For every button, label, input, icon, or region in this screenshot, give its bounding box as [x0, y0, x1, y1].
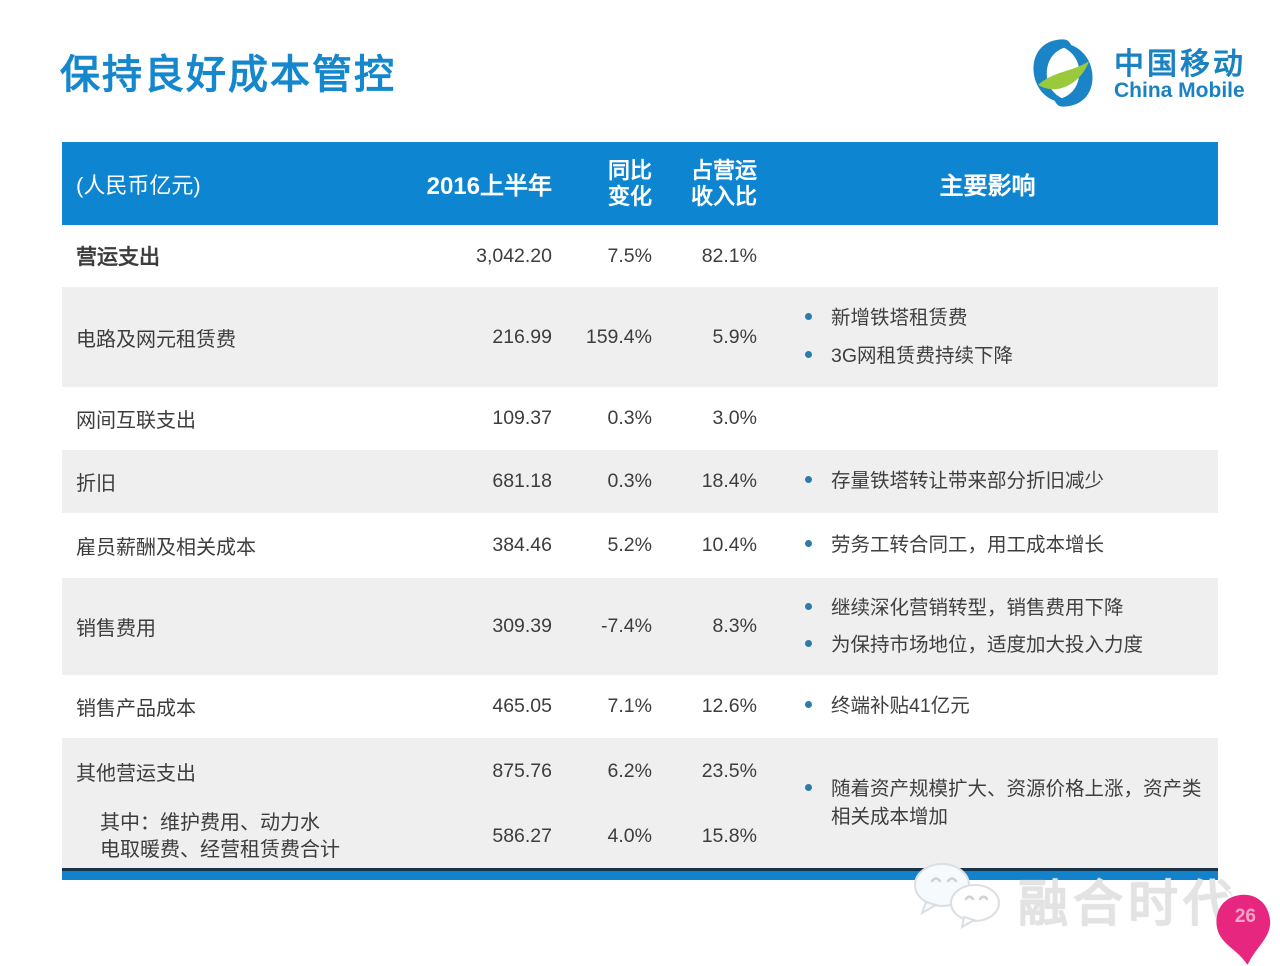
table-row: 折旧 681.18 0.3% 18.4% 存量铁塔转让带来部分折旧减少	[62, 450, 1218, 513]
row-value: 384.46	[492, 534, 552, 556]
table-row: 销售产品成本 465.05 7.1% 12.6% 终端补贴41亿元	[62, 675, 1218, 738]
impact-text: 终端补贴41亿元	[831, 695, 970, 718]
row-label-sub: 其中：维护费用、动力水 电取暖费、经营租赁费合计	[100, 812, 340, 861]
row-ratio: 23.5%	[701, 760, 757, 782]
bullet-icon	[805, 783, 812, 791]
impact-bullet: 3G网租赁费持续下降	[805, 342, 1218, 370]
row-value: 875.76	[492, 760, 552, 782]
china-mobile-logo-icon	[1024, 34, 1102, 117]
row-ratio: 5.9%	[712, 325, 757, 348]
row-value: 681.18	[492, 470, 552, 492]
row-yoy: 159.4%	[585, 325, 652, 348]
watermark-text: 融合时代	[1018, 875, 1238, 932]
table-row: 电路及网元租赁费 216.99 159.4% 5.9% 新增铁塔租赁费 3G网租…	[62, 287, 1218, 387]
impact-bullet: 随着资产规模扩大、资源价格上涨，资产类相关成本增加	[805, 775, 1218, 832]
table-header-row: (人民币亿元) 2016上半年 同比 变化 占营运 收入比 主要影响	[62, 142, 1218, 225]
page-number-marker	[1214, 885, 1274, 966]
china-mobile-logo: 中国移动 China Mobile	[1024, 34, 1246, 117]
impact-bullet: 继续深化营销转型，销售费用下降	[805, 594, 1218, 622]
row-yoy: 7.5%	[607, 244, 652, 267]
bullet-icon	[805, 540, 812, 548]
logo-text-en: China Mobile	[1114, 79, 1245, 103]
bullet-icon	[805, 701, 812, 709]
impact-bullet: 为保持市场地位，适度加大投入力度	[805, 631, 1218, 659]
row-yoy: 4.0%	[607, 825, 652, 847]
impact-bullet: 劳务工转合同工，用工成本增长	[805, 531, 1218, 559]
row-label: 网间互联支出	[76, 410, 196, 432]
impact-text: 新增铁塔租赁费	[831, 307, 968, 330]
row-label: 电路及网元租赁费	[76, 328, 236, 351]
table-row-group-other-opex: 其他营运支出 875.76 6.2% 23.5% 随着资产规模扩大、资源价格上涨…	[62, 738, 1218, 868]
row-value: 309.39	[492, 615, 552, 637]
row-yoy: 6.2%	[607, 760, 652, 782]
impact-text: 继续深化营销转型，销售费用下降	[831, 596, 1124, 619]
impact-text: 3G网租赁费持续下降	[831, 344, 1014, 367]
impact-text: 为保持市场地位，适度加大投入力度	[831, 634, 1144, 656]
row-value: 586.27	[492, 825, 552, 847]
table-row: 网间互联支出 109.37 0.3% 3.0%	[62, 387, 1218, 450]
row-ratio: 15.8%	[701, 825, 757, 847]
header-col-impact: 主要影响	[939, 173, 1036, 200]
page-title: 保持良好成本管控	[60, 53, 396, 97]
row-value: 3,042.20	[476, 244, 552, 267]
row-yoy: 0.3%	[607, 407, 652, 429]
cost-table: (人民币亿元) 2016上半年 同比 变化 占营运 收入比 主要影响 营运支出 …	[62, 142, 1218, 880]
impact-bullet: 新增铁塔租赁费	[805, 304, 1218, 332]
row-ratio: 12.6%	[701, 695, 757, 717]
page-number: 26	[1234, 906, 1256, 927]
bullet-icon	[805, 350, 812, 358]
logo-text-cn: 中国移动	[1114, 47, 1246, 81]
bullet-icon	[805, 602, 812, 610]
row-value: 109.37	[492, 407, 552, 429]
watermark: 融合时代	[912, 861, 1238, 938]
row-value: 216.99	[492, 325, 552, 348]
row-ratio: 18.4%	[701, 470, 757, 492]
impact-bullet: 终端补贴41亿元	[805, 692, 1218, 720]
row-label: 折旧	[76, 473, 116, 495]
row-label: 雇员薪酬及相关成本	[76, 537, 256, 559]
impact-text: 劳务工转合同工，用工成本增长	[831, 534, 1105, 557]
table-row: 雇员薪酬及相关成本 384.46 5.2% 10.4% 劳务工转合同工，用工成本…	[62, 513, 1218, 578]
row-label: 销售产品成本	[76, 698, 196, 720]
impact-text: 随着资产规模扩大、资源价格上涨，资产类相关成本增加	[831, 777, 1202, 828]
row-value: 465.05	[492, 695, 552, 717]
header-unit: (人民币亿元)	[76, 172, 201, 198]
row-ratio: 10.4%	[701, 534, 757, 556]
row-label: 销售费用	[76, 618, 156, 640]
bullet-icon	[805, 476, 812, 484]
bullet-icon	[805, 313, 812, 321]
header-col-ratio: 占营运 收入比	[690, 157, 757, 209]
bullet-icon	[805, 640, 812, 647]
row-yoy: 5.2%	[607, 534, 652, 556]
row-ratio: 8.3%	[712, 615, 757, 637]
row-yoy: -7.4%	[601, 615, 652, 637]
header-col-yoy: 同比 变化	[607, 157, 652, 209]
chat-bubbles-icon	[912, 861, 1012, 938]
impact-text: 存量铁塔转让带来部分折旧减少	[831, 470, 1105, 493]
row-label: 营运支出	[76, 246, 160, 269]
impact-bullet: 存量铁塔转让带来部分折旧减少	[805, 467, 1218, 495]
row-label: 其他营运支出	[76, 763, 196, 785]
table-row: 营运支出 3,042.20 7.5% 82.1%	[62, 225, 1218, 287]
row-yoy: 7.1%	[607, 695, 652, 717]
row-ratio: 3.0%	[712, 407, 757, 429]
table-row: 销售费用 309.39 -7.4% 8.3% 继续深化营销转型，销售费用下降 为…	[62, 578, 1218, 675]
row-ratio: 82.1%	[701, 244, 757, 267]
header-col-value: 2016上半年	[426, 173, 552, 200]
row-yoy: 0.3%	[607, 470, 652, 492]
